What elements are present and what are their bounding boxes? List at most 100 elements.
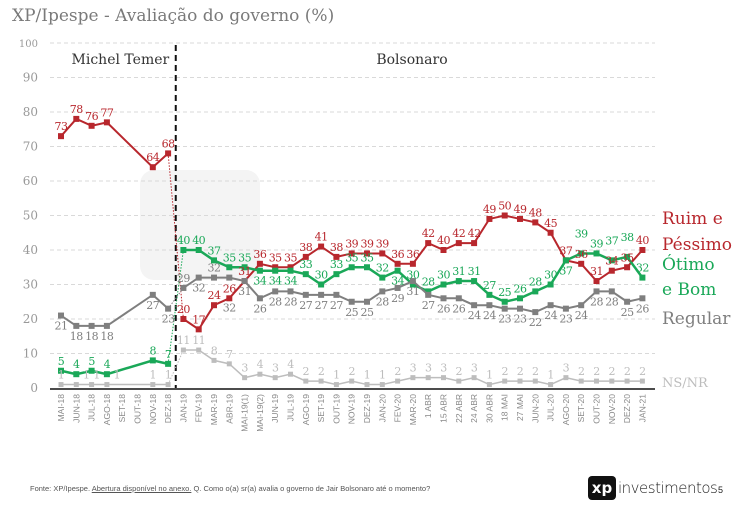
data-point <box>287 288 294 295</box>
data-label: 31 <box>590 265 603 278</box>
data-label: 28 <box>284 295 297 308</box>
data-point <box>409 281 416 288</box>
data-point <box>608 257 615 264</box>
data-point <box>150 382 156 388</box>
data-point <box>562 305 569 312</box>
data-point <box>58 133 64 140</box>
data-label: 2 <box>318 365 325 378</box>
data-point <box>379 288 386 295</box>
x-tick-label: JUN-20 <box>530 394 540 423</box>
data-label: 40 <box>636 234 649 247</box>
page-number: 5 <box>718 485 724 495</box>
data-point <box>288 371 293 377</box>
data-point <box>149 164 156 171</box>
data-point <box>379 250 386 257</box>
legend-label: e Bom <box>662 280 716 300</box>
data-label: 27 <box>422 299 435 312</box>
data-label: 2 <box>517 365 524 378</box>
data-label: 18 <box>70 330 83 343</box>
data-point <box>578 250 585 257</box>
data-point <box>562 257 569 264</box>
data-label: 49 <box>514 203 527 216</box>
data-point <box>226 264 233 271</box>
data-point <box>440 247 447 253</box>
data-point <box>471 240 478 247</box>
data-point <box>272 288 279 295</box>
data-point <box>409 260 416 267</box>
data-label: 35 <box>238 251 251 264</box>
data-point <box>272 267 279 274</box>
x-tick-label: JAN-20 <box>377 394 387 423</box>
logo-text: investimentos <box>618 479 718 497</box>
x-tick-label: SET-19 <box>316 394 326 423</box>
data-label: 38 <box>330 241 343 254</box>
data-point <box>103 119 110 126</box>
data-label: 31 <box>238 285 251 298</box>
annex-link[interactable]: Abertura disponível no anexo. <box>91 484 192 493</box>
data-label: 24 <box>468 309 481 322</box>
data-label: 1 <box>83 369 90 382</box>
data-label: 21 <box>55 320 68 333</box>
data-label: 34 <box>605 255 618 268</box>
data-point <box>195 274 202 281</box>
data-label: 42 <box>468 227 481 240</box>
data-label: 34 <box>269 275 282 288</box>
data-point <box>593 278 600 285</box>
data-point <box>425 291 432 298</box>
data-label: 2 <box>624 365 631 378</box>
y-tick-label: 10 <box>23 347 38 361</box>
data-label: 35 <box>621 251 634 264</box>
data-label: 27 <box>315 299 328 312</box>
data-label: 42 <box>452 227 465 240</box>
x-tick-label: AGO-20 <box>561 394 571 425</box>
data-point <box>256 267 263 274</box>
data-point <box>578 260 585 267</box>
data-label: 35 <box>345 251 358 264</box>
x-tick-label: OUT-20 <box>592 394 602 424</box>
data-point <box>639 247 646 253</box>
y-tick-label: 90 <box>23 71 38 85</box>
data-label: 2 <box>303 365 310 378</box>
data-point <box>639 295 646 302</box>
data-point <box>425 240 432 247</box>
y-tick-label: 60 <box>23 174 38 188</box>
data-label: 34 <box>391 275 404 288</box>
data-point <box>639 378 645 384</box>
data-point <box>532 219 539 226</box>
x-tick-label: FEV-19 <box>194 394 204 423</box>
x-tick-label: JUN-18 <box>71 394 81 423</box>
data-point <box>440 281 447 288</box>
data-label: 1 <box>58 369 65 382</box>
data-point <box>73 322 80 329</box>
data-point <box>547 302 554 309</box>
data-label: 11 <box>177 334 190 347</box>
data-label: 4 <box>104 358 111 371</box>
data-point <box>593 250 600 257</box>
data-point <box>58 382 64 388</box>
data-label: 31 <box>452 265 465 278</box>
data-point <box>348 298 355 305</box>
data-point <box>455 295 462 302</box>
data-label: 18 <box>100 330 113 343</box>
data-point <box>364 250 370 257</box>
data-label: 64 <box>146 151 159 164</box>
data-point <box>547 229 554 236</box>
legend-label: Ruim e <box>662 209 723 229</box>
data-point <box>302 291 309 298</box>
data-label: 26 <box>253 302 266 315</box>
x-tick-label: DEZ-20 <box>622 394 632 424</box>
page-title: XP/Ipespe - Avaliação do governo (%) <box>12 6 335 26</box>
y-tick-label: 30 <box>23 278 38 292</box>
data-point <box>149 357 156 364</box>
x-tick-label: OUT-18 <box>133 394 143 424</box>
era-label-temer: Michel Temer <box>72 52 170 68</box>
data-point <box>379 382 385 388</box>
data-label: 49 <box>483 203 496 216</box>
data-label: 5 <box>88 355 95 368</box>
data-label: 29 <box>391 292 404 305</box>
x-tick-label: AGO-19 <box>301 394 311 425</box>
data-point <box>532 309 539 316</box>
x-tick-label: JUL-18 <box>87 394 97 422</box>
data-label: 1 <box>486 369 493 382</box>
